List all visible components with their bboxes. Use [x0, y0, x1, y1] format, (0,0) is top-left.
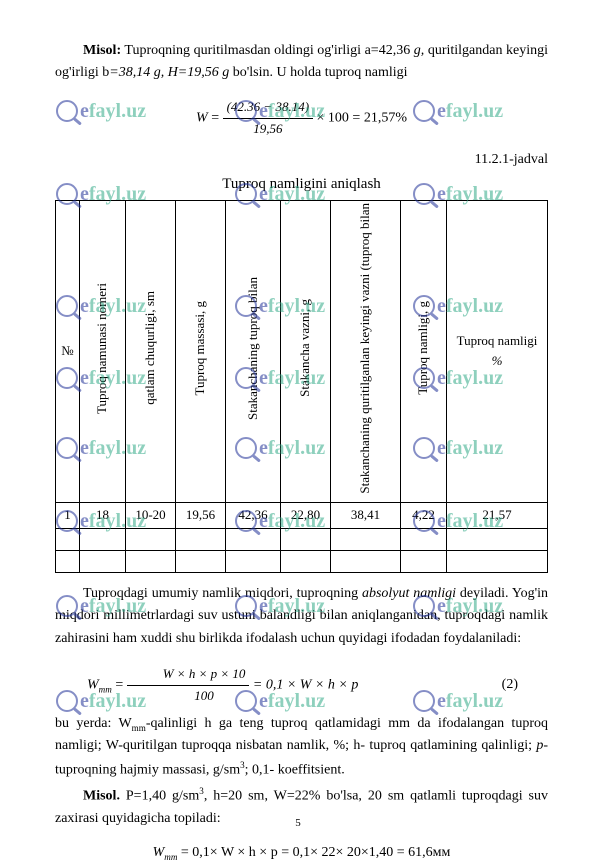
magnifier-icon [235, 510, 257, 532]
th0-text: № [61, 343, 73, 358]
watermark: efayl.uz [413, 505, 503, 537]
eq3-sub: mm [164, 852, 177, 862]
cell: 19,56 [176, 503, 226, 529]
magnifier-icon [56, 367, 78, 389]
magnifier-icon [235, 367, 257, 389]
eq3-rhs: = 0,1× W × h × p = 0,1× 22× 20×1,40 = 61… [177, 845, 450, 860]
magnifier-icon [413, 367, 435, 389]
magnifier-icon [413, 595, 435, 617]
magnifier-icon [235, 595, 257, 617]
watermark: efayl.uz [56, 362, 146, 394]
magnifier-icon [413, 437, 435, 459]
eq1-equals: = [211, 110, 219, 125]
magnifier-icon [56, 295, 78, 317]
magnifier-icon [235, 690, 257, 712]
magnifier-icon [56, 183, 78, 205]
th8a-text: Tuproq namligi [457, 331, 538, 352]
page-number: 5 [0, 815, 596, 833]
watermark: efayl.uz [235, 590, 325, 622]
eq1-w: W [196, 110, 208, 125]
magnifier-icon [413, 183, 435, 205]
cell: 38,41 [331, 503, 401, 529]
th-3: Tuproq massasi, g [176, 200, 226, 502]
magnifier-icon [413, 690, 435, 712]
magnifier-icon [235, 183, 257, 205]
equation-3: Wmm = 0,1× W × h × p = 0,1× 22× 20×1,40 … [55, 842, 548, 864]
magnifier-icon [235, 100, 257, 122]
watermark: efayl.uz [235, 95, 325, 127]
watermark: efayl.uz [56, 590, 146, 622]
th3-text: Tuproq massasi, g [190, 301, 211, 396]
watermark: efayl.uz [413, 590, 503, 622]
misol-label: Misol: [83, 43, 121, 58]
watermark: efayl.uz [235, 685, 325, 717]
watermark: efayl.uz [56, 290, 146, 322]
watermark: efayl.uz [235, 178, 325, 210]
watermark: efayl.uz [413, 362, 503, 394]
eq3-lhs: W [153, 845, 165, 860]
magnifier-icon [235, 437, 257, 459]
table-row [56, 550, 548, 572]
eq2-num: W × h × p × 10 [127, 664, 250, 686]
intro-unit-g: g, [414, 43, 425, 58]
th6-text: Stakanchaning quritilganlan keyingi vazn… [355, 203, 376, 494]
jadval-label: 11.2.1-jadval [55, 149, 548, 171]
intro-text-b3: bo'lsin. U holda tuproq namligi [229, 65, 407, 80]
watermark: efayl.uz [56, 685, 146, 717]
watermark: efayl.uz [56, 178, 146, 210]
watermark: efayl.uz [235, 290, 325, 322]
magnifier-icon [56, 100, 78, 122]
watermark: efayl.uz [413, 290, 503, 322]
paragraph-3: bu yerda: Wmm-qalinligi h ga teng tuproq… [55, 713, 548, 782]
magnifier-icon [56, 437, 78, 459]
watermark: efayl.uz [56, 432, 146, 464]
watermark: efayl.uz [235, 432, 325, 464]
intro-paragraph: Misol: Tuproqning quritilmasdan oldingi … [55, 40, 548, 85]
watermark: efayl.uz [235, 505, 325, 537]
p4-t: P=1,40 g/sm [120, 788, 199, 803]
watermark: efayl.uz [56, 505, 146, 537]
eq1-tail: × 100 = 21,57% [317, 110, 407, 125]
watermark: efayl.uz [235, 362, 325, 394]
p3-s1: mm [132, 723, 146, 733]
watermark: efayl.uz [413, 685, 503, 717]
magnifier-icon [413, 510, 435, 532]
magnifier-icon [235, 295, 257, 317]
magnifier-icon [413, 295, 435, 317]
magnifier-icon [413, 100, 435, 122]
intro-text-a: Tuproqning quritilmasdan oldingi og'irli… [124, 43, 410, 58]
magnifier-icon [56, 690, 78, 712]
watermark: efayl.uz [56, 95, 146, 127]
p4-label: Misol. [83, 788, 120, 803]
magnifier-icon [56, 510, 78, 532]
magnifier-icon [56, 595, 78, 617]
th-6: Stakanchaning quritilganlan keyingi vazn… [331, 200, 401, 502]
watermark: efayl.uz [413, 95, 503, 127]
watermark: efayl.uz [413, 178, 503, 210]
p3-t1: bu yerda: W [55, 716, 132, 731]
intro-text-b2: =38,14 g, H=19,56 g [109, 65, 229, 80]
p3-t4: ; 0,1- koeffitsient. [245, 762, 345, 777]
watermark: efayl.uz [413, 432, 503, 464]
